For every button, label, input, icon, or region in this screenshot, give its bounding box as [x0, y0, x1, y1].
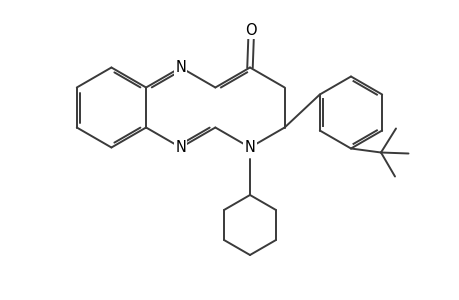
Text: N: N: [244, 140, 255, 155]
Text: O: O: [245, 22, 256, 38]
Text: N: N: [175, 60, 186, 75]
Text: N: N: [175, 140, 186, 155]
